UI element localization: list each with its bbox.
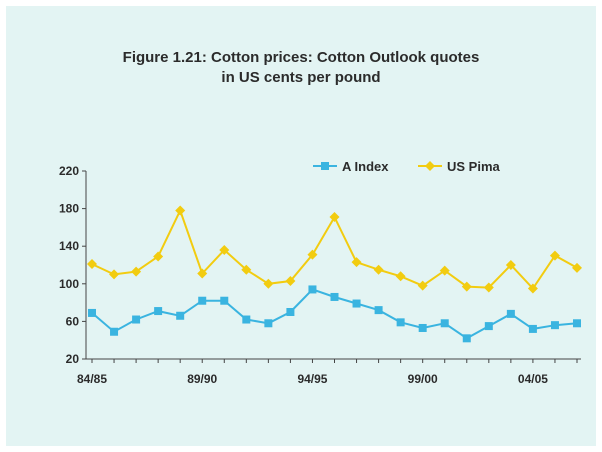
data-point-a-index [264, 319, 273, 328]
data-point-a-index [462, 334, 471, 343]
data-point-a-index [110, 327, 119, 336]
data-point-a-index [330, 292, 339, 301]
chart-title-line-1: Figure 1.21: Cotton prices: Cotton Outlo… [122, 49, 480, 66]
x-tick-label: 94/95 [297, 372, 327, 386]
legend-marker-a-index [321, 162, 329, 170]
y-tick-label: 100 [59, 277, 79, 291]
data-point-a-index [242, 315, 251, 324]
y-tick-label: 220 [59, 164, 79, 178]
series-line-2 [91, 207, 578, 291]
legend-label-2: US Pima [447, 159, 501, 174]
data-point-us-pima [285, 275, 296, 286]
data-point-a-index [506, 309, 515, 318]
y-tick-label: 180 [59, 202, 79, 216]
data-point-a-index [198, 296, 207, 305]
data-point-us-pima [483, 282, 494, 293]
data-point-us-pima [153, 251, 164, 262]
data-point-a-index [154, 307, 163, 316]
legend-marker-us-pima [425, 161, 435, 171]
data-point-us-pima [572, 262, 582, 273]
data-point-us-pima [351, 257, 362, 268]
data-point-a-index [418, 323, 427, 332]
data-point-a-index [528, 324, 537, 333]
data-point-us-pima [505, 260, 516, 270]
data-point-us-pima [549, 250, 560, 261]
data-point-a-index [132, 315, 141, 324]
chart-panel: Figure 1.21: Cotton prices: Cotton Outlo… [6, 6, 596, 446]
data-point-us-pima [307, 249, 318, 260]
data-point-a-index [374, 306, 383, 315]
data-point-a-index [550, 321, 559, 330]
data-point-us-pima [87, 259, 97, 270]
data-point-a-index [176, 311, 185, 320]
data-point-a-index [573, 319, 581, 328]
data-point-us-pima [527, 283, 538, 294]
data-point-us-pima [461, 281, 472, 292]
data-point-us-pima [131, 266, 142, 277]
data-point-a-index [440, 319, 449, 328]
chart-title-line-2: in US cents per pound [221, 69, 381, 86]
data-point-us-pima [263, 278, 274, 289]
x-tick-label: 84/85 [77, 372, 107, 386]
x-tick-label: 04/05 [518, 372, 548, 386]
chart-title: Figure 1.21: Cotton prices: Cotton Outlo… [6, 48, 596, 88]
x-tick-label: 99/00 [408, 372, 438, 386]
data-point-a-index [484, 322, 493, 331]
data-point-us-pima [241, 264, 252, 275]
data-point-us-pima [329, 212, 340, 223]
data-point-a-index [396, 318, 405, 327]
y-tick-label: 20 [66, 352, 80, 366]
data-point-us-pima [417, 280, 428, 291]
data-point-us-pima [219, 244, 230, 255]
y-tick-label: 60 [66, 314, 80, 328]
data-point-a-index [88, 308, 96, 317]
data-point-us-pima [175, 205, 186, 216]
data-point-us-pima [373, 264, 384, 275]
data-point-a-index [308, 285, 317, 294]
legend-label-1: A Index [342, 159, 389, 174]
data-point-us-pima [109, 269, 120, 280]
data-point-a-index [352, 299, 361, 308]
data-point-us-pima [197, 268, 208, 279]
data-point-a-index [220, 296, 229, 305]
x-tick-label: 89/90 [187, 372, 217, 386]
data-point-us-pima [439, 265, 450, 276]
y-tick-label: 140 [59, 239, 79, 253]
data-point-a-index [286, 308, 295, 316]
data-point-us-pima [395, 271, 406, 282]
